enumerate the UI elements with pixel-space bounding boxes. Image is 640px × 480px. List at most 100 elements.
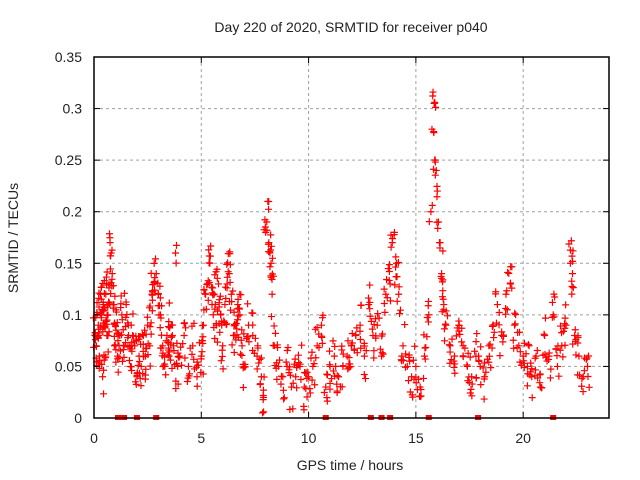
data-point <box>204 296 212 304</box>
data-point <box>481 359 488 367</box>
data-point <box>442 307 450 315</box>
data-point <box>240 330 248 338</box>
data-point <box>456 330 464 338</box>
data-point <box>120 289 128 297</box>
data-point <box>108 246 116 254</box>
data-point <box>127 321 135 329</box>
data-point <box>107 252 115 260</box>
data-point <box>181 354 189 362</box>
data-point <box>468 380 476 388</box>
data-point <box>287 383 295 391</box>
data-point <box>199 340 207 348</box>
data-point <box>439 287 447 295</box>
data-point <box>105 230 113 238</box>
data-point <box>211 271 219 279</box>
data-point <box>289 379 297 387</box>
axis-ticks: 0 0.05 0.1 0.15 0.2 0.25 0.3 0.35 0 5 10 15 20 <box>55 49 609 446</box>
data-point <box>295 359 303 367</box>
data-point <box>559 327 567 335</box>
data-point <box>520 364 528 372</box>
data-point <box>98 360 106 368</box>
data-point <box>136 374 144 382</box>
data-point <box>584 362 592 370</box>
data-point <box>168 321 176 329</box>
data-point <box>553 352 561 360</box>
data-point <box>362 347 370 355</box>
data-point <box>366 312 374 320</box>
data-point <box>326 347 334 355</box>
data-point <box>452 332 460 340</box>
data-point <box>451 352 458 360</box>
data-point <box>562 301 570 309</box>
y-tick-label: 0.15 <box>55 255 82 271</box>
data-point <box>357 344 365 352</box>
data-point <box>493 301 501 309</box>
data-point <box>146 302 154 310</box>
data-point <box>492 319 500 327</box>
data-point <box>193 358 201 366</box>
data-point <box>467 385 475 393</box>
data-point <box>315 344 323 352</box>
data-point <box>178 361 186 369</box>
data-point <box>172 385 180 393</box>
data-point <box>96 357 104 365</box>
data-point <box>221 301 229 309</box>
data-point <box>101 354 109 362</box>
data-point <box>114 368 122 376</box>
data-point <box>236 311 244 319</box>
data-point <box>461 344 469 352</box>
data-point <box>431 158 439 166</box>
data-point <box>269 272 277 280</box>
data-point <box>380 285 388 293</box>
data-point <box>432 166 440 174</box>
data-point <box>555 372 563 380</box>
data-point <box>182 324 190 332</box>
data-point <box>551 293 559 301</box>
data-point <box>99 328 107 336</box>
data-point <box>496 352 504 360</box>
data-point <box>174 380 182 388</box>
data-point <box>190 355 198 363</box>
data-point <box>268 313 276 321</box>
data-point <box>251 334 259 342</box>
data-point <box>168 333 176 341</box>
data-point <box>446 348 454 356</box>
data-point <box>283 346 291 354</box>
data-point <box>151 286 159 294</box>
data-point <box>395 290 403 298</box>
data-point <box>103 311 111 319</box>
data-point <box>207 242 215 250</box>
data-point <box>193 373 201 381</box>
data-point <box>124 334 132 342</box>
data-point <box>317 321 325 329</box>
data-point <box>219 365 227 373</box>
data-point <box>479 364 487 372</box>
data-point <box>370 321 378 329</box>
data-point <box>424 297 432 305</box>
data-point <box>432 103 440 111</box>
data-point <box>118 316 126 324</box>
data-point <box>583 354 591 362</box>
data-point <box>524 340 532 348</box>
data-point <box>193 382 201 390</box>
data-point <box>514 328 522 336</box>
data-point <box>237 350 245 358</box>
data-point <box>366 298 374 306</box>
data-point <box>382 290 390 298</box>
data-point <box>480 395 488 403</box>
data-point <box>179 340 187 348</box>
data-point <box>286 371 294 379</box>
data-point <box>323 397 331 405</box>
data-point <box>480 375 488 383</box>
data-point <box>102 273 110 281</box>
data-point <box>441 320 449 328</box>
data-point <box>267 231 275 239</box>
data-point <box>451 360 459 368</box>
data-point <box>510 344 518 352</box>
data-point <box>523 362 531 370</box>
data-point <box>213 338 221 346</box>
data-point <box>409 393 417 401</box>
data-point <box>405 353 413 361</box>
data-point <box>303 393 311 401</box>
data-point <box>106 265 114 273</box>
